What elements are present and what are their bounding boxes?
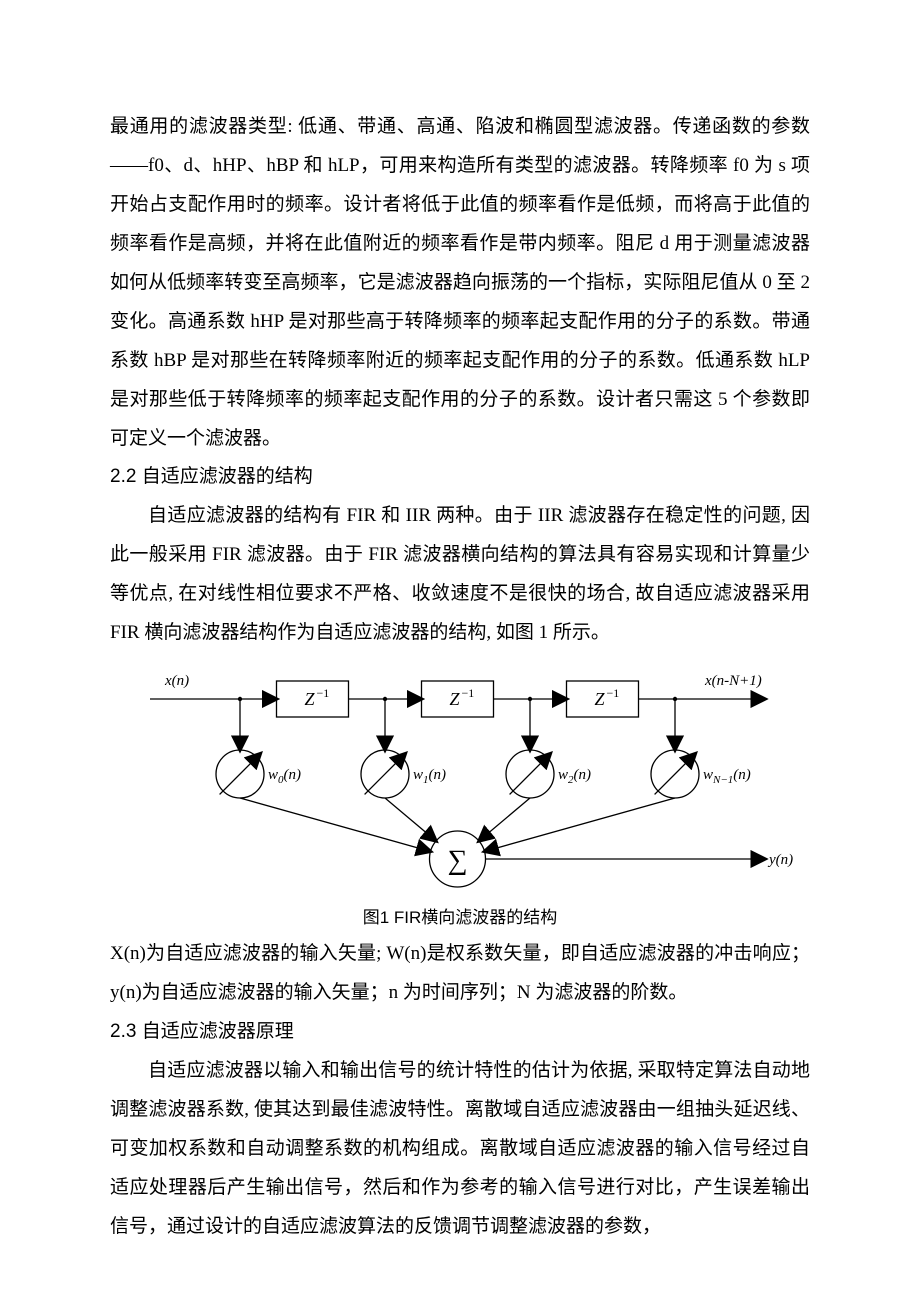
heading-2-3: 2.3 自适应滤波器原理 xyxy=(110,1013,810,1052)
para-2-3-1: 自适应滤波器以输入和输出信号的统计特性的估计为依据, 采取特定算法自动地调整滤波… xyxy=(110,1052,810,1247)
svg-text:y(n): y(n) xyxy=(767,852,793,868)
heading-2-2: 2.2 自适应滤波器的结构 xyxy=(110,458,810,497)
svg-text:Z: Z xyxy=(450,689,461,709)
page-body: 最通用的滤波器类型: 低通、带通、高通、陷波和椭圆型滤波器。传递函数的参数——f… xyxy=(0,0,920,1307)
svg-text:w1(n): w1(n) xyxy=(413,767,446,786)
figure-1-caption: 图1 FIR横向滤波器的结构 xyxy=(110,901,810,935)
svg-text:−1: −1 xyxy=(607,686,620,700)
fir-structure-diagram: x(n)x(n-N+1)Z−1Z−1Z−1w0(n)w1(n)w2(n)wN−1… xyxy=(110,659,810,899)
para-2-2-1: 自适应滤波器的结构有 FIR 和 IIR 两种。由于 IIR 滤波器存在稳定性的… xyxy=(110,497,810,653)
svg-text:x(n-N+1): x(n-N+1) xyxy=(704,673,762,689)
figure-1: x(n)x(n-N+1)Z−1Z−1Z−1w0(n)w1(n)w2(n)wN−1… xyxy=(110,659,810,899)
svg-text:w0(n): w0(n) xyxy=(268,767,301,786)
intro-paragraph: 最通用的滤波器类型: 低通、带通、高通、陷波和椭圆型滤波器。传递函数的参数——f… xyxy=(110,108,810,458)
svg-text:x(n): x(n) xyxy=(164,673,189,689)
after-fig-paragraph: X(n)为自适应滤波器的输入矢量; W(n)是权系数矢量，即自适应滤波器的冲击响… xyxy=(110,935,810,1013)
svg-text:−1: −1 xyxy=(317,686,330,700)
svg-text:w2(n): w2(n) xyxy=(558,767,591,786)
svg-text:Z: Z xyxy=(305,689,316,709)
svg-text:−1: −1 xyxy=(462,686,475,700)
svg-text:Z: Z xyxy=(595,689,606,709)
svg-text:∑: ∑ xyxy=(448,845,468,876)
svg-text:wN−1(n): wN−1(n) xyxy=(703,767,751,786)
